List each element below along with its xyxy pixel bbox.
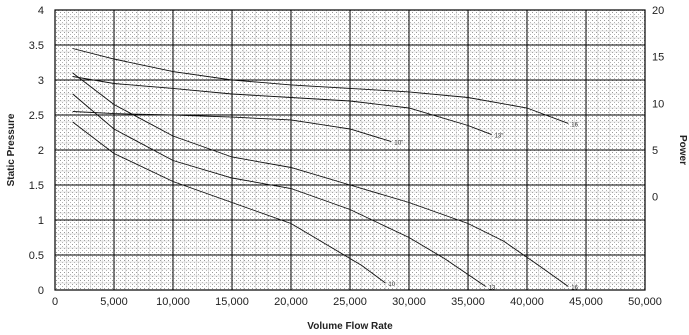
x-tick-labels: 0 5,000 10,000 15,000 20,000 25,000 30,000 35,0…: [52, 296, 662, 308]
pressure-curve-10: [72, 121, 386, 284]
y-tick-label: 1: [38, 215, 44, 227]
curves: [72, 48, 569, 287]
x-tick-label: 5,000: [100, 296, 128, 308]
y-tick-label: 0: [38, 285, 44, 297]
y-tick-label: 3.5: [29, 40, 44, 52]
y2-tick-label: 20: [652, 5, 664, 17]
y-tick-label: 3: [38, 75, 44, 87]
pressure-curve-13: [72, 93, 486, 287]
power-curve-label: 16: [571, 122, 578, 128]
power-curve-label: 10": [394, 141, 403, 147]
plot-frame: [54, 9, 646, 291]
pressure-curve-label: 16: [571, 286, 578, 292]
curve-labels: 10 13 16 10" 13" 16: [388, 122, 578, 291]
x-tick-label: 20,000: [274, 296, 308, 308]
y2-tick-label: 15: [652, 52, 664, 64]
pressure-curve-label: 13: [489, 286, 496, 292]
y-tick-label: 1.5: [29, 180, 44, 192]
x-tick-label: 0: [52, 296, 58, 308]
y-tick-label: 2: [38, 145, 44, 157]
x-tick-label: 40,000: [510, 296, 544, 308]
y-tick-label: 0.5: [29, 250, 44, 262]
pressure-curve-label: 10: [388, 282, 395, 288]
x-tick-label: 35,000: [451, 296, 485, 308]
power-curve-label: 13": [495, 134, 504, 140]
x-tick-label: 10,000: [156, 296, 190, 308]
power-curve-10in: [72, 111, 392, 143]
y2-tick-label: 5: [652, 145, 658, 157]
x-tick-label: 45,000: [569, 296, 603, 308]
y2-tick-labels: 20 15 10 5 0: [652, 5, 664, 204]
x-tick-label: 15,000: [215, 296, 249, 308]
power-curve-13in: [72, 76, 492, 136]
power-curve-16: [72, 48, 569, 124]
x-tick-label: 30,000: [392, 296, 426, 308]
y-tick-label: 2.5: [29, 110, 44, 122]
y-axis-title: Static Pressure: [6, 113, 17, 186]
y2-tick-label: 10: [652, 98, 664, 110]
x-axis-title: Volume Flow Rate: [307, 321, 393, 332]
y-tick-label: 4: [38, 5, 44, 17]
y-tick-labels: 0 0.5 1 1.5 2 2.5 3 3.5 4: [29, 5, 44, 297]
y2-axis-title: Power: [677, 135, 688, 165]
pressure-curve-16: [72, 72, 569, 287]
y2-tick-label: 0: [652, 192, 658, 204]
x-tick-label: 25,000: [333, 296, 367, 308]
x-tick-label: 50,000: [628, 296, 662, 308]
